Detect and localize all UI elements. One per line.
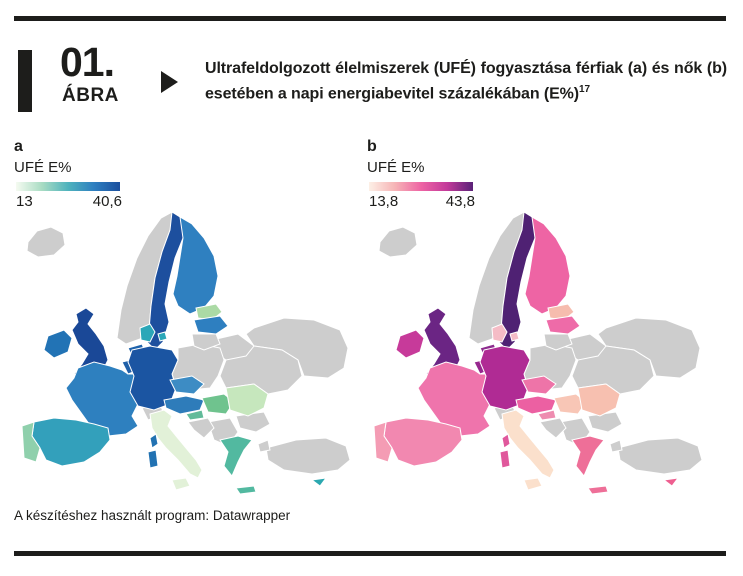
panel-a-legend-title: UFÉ E% <box>14 159 72 176</box>
country-denmark_isles <box>157 331 168 342</box>
country-greece <box>571 435 605 477</box>
figure-title-text: Ultrafeldolgozott élelmiszerek (UFÉ) fog… <box>205 60 727 103</box>
panel-a-legend-gradient <box>16 182 120 191</box>
country-turkey <box>265 437 351 475</box>
country-thrace <box>257 439 271 453</box>
country-italy <box>149 409 203 479</box>
country-portugal <box>21 421 41 463</box>
panel-b-scale-max: 43,8 <box>445 193 475 210</box>
country-spain <box>31 417 111 467</box>
country-bulgaria <box>587 411 623 433</box>
country-slovenia <box>537 409 557 421</box>
country-sicily <box>523 477 543 491</box>
panel-a-scale-max: 40,6 <box>92 193 122 210</box>
panel-a-label: a <box>14 138 23 155</box>
country-iceland <box>26 226 66 258</box>
country-latvia <box>545 315 581 335</box>
country-cyprus <box>310 477 328 487</box>
country-denmark_isles <box>509 331 520 342</box>
country-sardinia <box>147 449 159 469</box>
bottom-rule <box>14 551 726 556</box>
country-sardinia <box>499 449 511 469</box>
country-thrace <box>609 439 623 453</box>
figure-title: Ultrafeldolgozott élelmiszerek (UFÉ) fog… <box>205 57 727 107</box>
country-portugal <box>373 421 393 463</box>
country-corsica <box>501 433 511 449</box>
country-france <box>65 361 139 437</box>
figure-kicker-bar <box>18 50 32 112</box>
choropleth-europe-a <box>21 211 351 495</box>
country-latvia <box>193 315 229 335</box>
arrow-right-icon <box>161 71 178 93</box>
country-denmark <box>491 323 508 343</box>
country-ukraine <box>219 345 303 395</box>
country-iceland <box>378 226 418 258</box>
country-slovenia <box>185 409 205 421</box>
panel-b-legend-gradient <box>369 182 473 191</box>
country-denmark <box>139 323 156 343</box>
figure-title-superscript: 17 <box>579 83 590 95</box>
country-bulgaria <box>235 411 271 433</box>
country-crete <box>587 485 609 495</box>
panel-a-scale-min: 13 <box>16 193 33 210</box>
map-b-women <box>366 208 711 500</box>
country-cyprus <box>662 477 680 487</box>
country-sicily <box>171 477 191 491</box>
top-rule <box>14 16 726 21</box>
country-ukraine <box>571 345 655 395</box>
country-france <box>417 361 491 437</box>
country-turkey <box>617 437 703 475</box>
country-czechia <box>521 375 557 395</box>
country-italy <box>501 409 555 479</box>
panel-b-legend-scale: 13,8 43,8 <box>369 193 475 211</box>
country-romania <box>225 383 269 417</box>
panel-b-legend-title: UFÉ E% <box>367 159 425 176</box>
map-a-men <box>14 208 359 500</box>
country-ireland <box>395 329 425 359</box>
country-spain <box>383 417 463 467</box>
country-czechia <box>169 375 205 395</box>
choropleth-europe-b <box>373 211 703 495</box>
source-note: A készítéshez használt program: Datawrap… <box>14 508 291 523</box>
panel-b-scale-min: 13,8 <box>369 193 399 210</box>
country-romania <box>577 383 621 417</box>
country-greece <box>219 435 253 477</box>
panel-a-legend-scale: 13 40,6 <box>16 193 122 211</box>
panel-b-label: b <box>367 138 377 155</box>
country-crete <box>235 485 257 495</box>
figure-number: 01. <box>60 39 115 85</box>
country-croatia <box>539 417 567 439</box>
country-corsica <box>149 433 159 449</box>
figure-kicker-label: ÁBRA <box>62 85 119 106</box>
country-ireland <box>43 329 73 359</box>
country-croatia <box>187 417 215 439</box>
